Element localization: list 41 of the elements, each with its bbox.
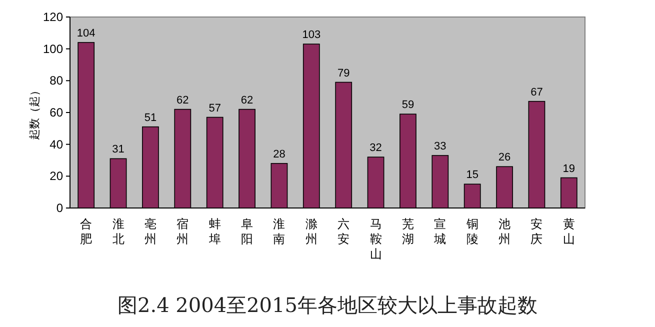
data-label: 103 xyxy=(302,29,321,42)
data-label: 59 xyxy=(402,99,414,112)
x-tick-label: 马鞍山 xyxy=(370,217,382,261)
x-tick-label: 芜湖 xyxy=(402,217,414,246)
data-label: 26 xyxy=(498,152,511,164)
text: 图2.4 2004至2015年各地区较大以上事故起数 xyxy=(118,293,538,317)
y-tick-label: 0 xyxy=(56,201,64,215)
x-tick-label: 蚌埠 xyxy=(208,217,221,246)
y-axis-title: 起数（起） xyxy=(28,85,41,140)
data-label: 31 xyxy=(112,144,124,156)
y-tick-label: 60 xyxy=(50,106,64,120)
x-tick-label: 亳州 xyxy=(144,217,156,246)
x-tick-label: 滁州 xyxy=(305,217,318,246)
y-tick-label: 100 xyxy=(42,42,64,56)
data-label: 28 xyxy=(273,148,286,160)
x-tick-label: 合肥 xyxy=(80,217,92,246)
data-label: 62 xyxy=(240,94,254,106)
x-tick-label: 黄山 xyxy=(562,217,575,246)
y-tick-label: 20 xyxy=(50,169,64,184)
y-tick-label: 120 xyxy=(42,10,64,24)
x-tick-label: 安庆 xyxy=(530,217,543,246)
x-tick-label: 宣城 xyxy=(433,217,446,246)
data-label: 15 xyxy=(466,169,478,182)
data-label: 67 xyxy=(530,86,543,98)
data-label: 104 xyxy=(76,27,96,40)
data-label: 19 xyxy=(562,162,576,175)
x-tick-label: 铜陵 xyxy=(465,217,478,246)
x-tick-label: 阜阳 xyxy=(241,217,254,246)
data-label: 57 xyxy=(208,102,221,114)
x-tick-label: 六安 xyxy=(338,217,350,246)
y-tick-label: 80 xyxy=(50,74,64,88)
data-label: 62 xyxy=(176,94,189,106)
data-label: 51 xyxy=(144,112,157,124)
data-label: 33 xyxy=(434,140,446,152)
x-tick-label: 池州 xyxy=(498,217,511,246)
x-tick-label: 淮南 xyxy=(273,217,286,246)
data-label: 32 xyxy=(370,142,382,154)
y-tick-label: 40 xyxy=(50,137,64,152)
x-tick-label: 宿州 xyxy=(176,217,189,246)
x-tick-label: 淮北 xyxy=(112,217,124,246)
data-label: 79 xyxy=(337,67,350,80)
